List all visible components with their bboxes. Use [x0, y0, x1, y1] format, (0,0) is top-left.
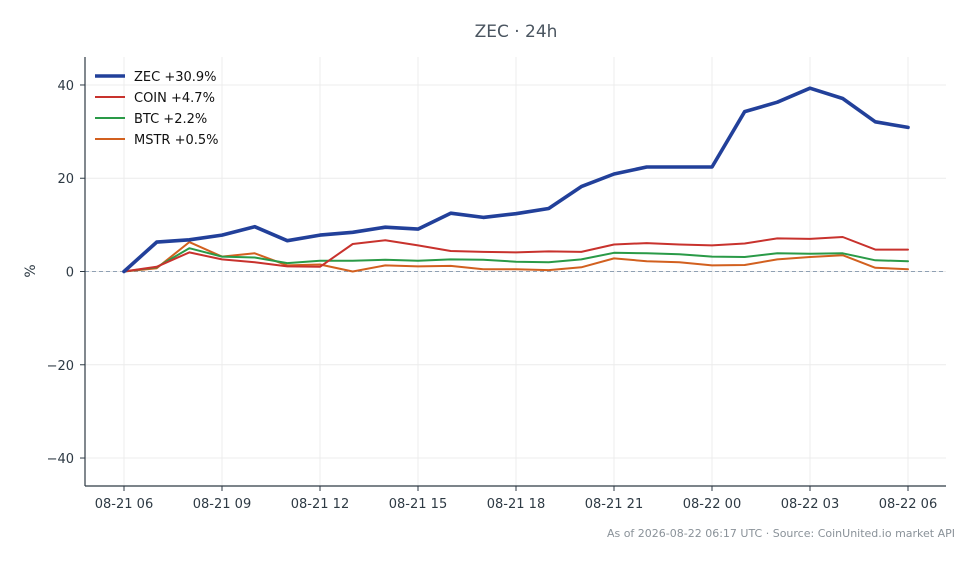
series-line-mstr — [123, 241, 909, 273]
x-tick-label: 08-22 00 — [683, 497, 741, 512]
x-tick-label: 08-22 06 — [879, 497, 937, 512]
y-tick-label: 20 — [57, 172, 74, 187]
series-line-coin — [123, 236, 909, 273]
y-tick-label: −20 — [47, 359, 74, 374]
y-axis-label: % — [23, 264, 39, 277]
legend: ZEC +30.9% COIN +4.7% BTC +2.2% MSTR +0.5% — [95, 70, 219, 148]
legend-label-btc: BTC +2.2% — [134, 112, 207, 127]
x-tick-label: 08-21 18 — [487, 497, 545, 512]
y-tick-label: −40 — [47, 452, 74, 467]
legend-label-mstr: MSTR +0.5% — [134, 133, 219, 148]
x-tick-label: 08-21 15 — [389, 497, 447, 512]
x-tick-label: 08-21 21 — [585, 497, 643, 512]
footer-source: As of 2026-08-22 06:17 UTC · Source: Coi… — [607, 527, 955, 540]
x-tick-label: 08-21 06 — [95, 497, 153, 512]
axes: 40 20 0 −20 −40 08-21 06 08-21 09 08-21 12 08-21… — [47, 57, 946, 512]
legend-label-coin: COIN +4.7% — [134, 91, 215, 106]
x-tick-label: 08-22 03 — [781, 497, 839, 512]
chart-title: ZEC · 24h — [475, 22, 558, 42]
x-tick-label: 08-21 12 — [291, 497, 349, 512]
legend-label-zec: ZEC +30.9% — [134, 70, 217, 85]
series-group — [122, 86, 910, 274]
series-line-btc — [123, 247, 909, 273]
y-tick-label: 0 — [66, 266, 74, 281]
y-tick-label: 40 — [57, 79, 74, 94]
series-line-zec — [122, 86, 910, 274]
x-tick-label: 08-21 09 — [193, 497, 251, 512]
